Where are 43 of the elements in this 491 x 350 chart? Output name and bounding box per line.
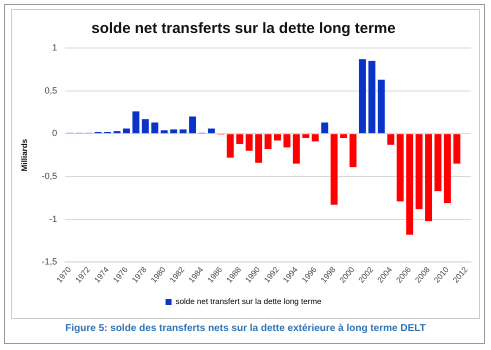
bar (350, 134, 356, 168)
bar (340, 134, 348, 138)
y-tick-label: 0,5 (44, 85, 58, 96)
bar (358, 59, 366, 134)
bar (226, 134, 234, 158)
bar (416, 134, 423, 210)
y-tick-label: 1 (52, 42, 58, 52)
bar (189, 116, 196, 134)
bar (368, 60, 376, 134)
chart-title: solde net transferts sur la dette long terme (91, 20, 396, 38)
bar (208, 128, 215, 134)
bar (170, 129, 178, 134)
bar (274, 134, 281, 141)
bar (321, 122, 328, 134)
bar (246, 134, 253, 151)
bar (444, 134, 451, 204)
bar (312, 134, 319, 142)
bar (255, 134, 262, 163)
bar (453, 134, 460, 164)
y-axis-title: Milliards (20, 138, 30, 172)
bar (283, 134, 290, 148)
bar (378, 80, 385, 134)
legend-label: solde net transfert sur la dette long terme (176, 297, 322, 306)
y-tick-label: 0 (52, 128, 58, 138)
bar (236, 134, 244, 144)
bar (330, 134, 338, 205)
y-tick-label: -1,5 (42, 256, 58, 267)
y-tick-label: -0,5 (42, 171, 58, 181)
bar (396, 134, 404, 202)
bar (387, 134, 394, 145)
y-tick-label: -1 (49, 214, 58, 224)
bar (180, 129, 187, 134)
bar (425, 134, 432, 222)
bar (142, 119, 149, 134)
bar (434, 134, 442, 192)
caption: Figure 5: solde des transferts nets sur la dette extérieure à long terme DELT (64, 323, 427, 334)
bar (302, 134, 310, 138)
bar (132, 111, 140, 134)
bar (264, 134, 272, 150)
bar (151, 122, 158, 134)
bar (292, 134, 300, 164)
bar (122, 128, 130, 134)
bar (406, 134, 414, 235)
